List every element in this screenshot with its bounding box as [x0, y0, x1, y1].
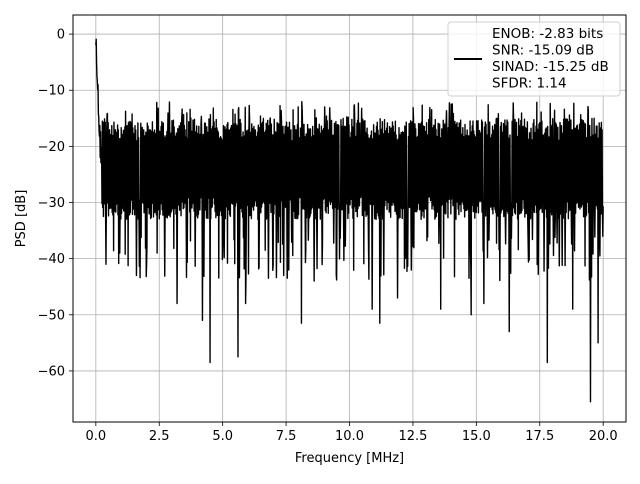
x-tick-label: 15.0: [462, 429, 491, 444]
y-tick-label: −30: [38, 196, 65, 211]
x-tick-label: 17.5: [525, 429, 554, 444]
y-axis-ticks: 0 −10 −20 −30 −40 −50 −60: [38, 28, 73, 379]
legend: ENOB: -2.83 bits SNR: -15.09 dB SINAD: -…: [447, 21, 621, 97]
y-tick-label: 0: [57, 28, 65, 43]
x-tick-label: 10.0: [335, 429, 364, 444]
x-tick-label: 0.0: [85, 429, 106, 444]
y-tick-label: −60: [38, 364, 65, 379]
x-tick-label: 2.5: [149, 429, 170, 444]
x-axis-label: Frequency [MHz]: [295, 451, 404, 466]
y-tick-label: −50: [38, 308, 65, 323]
legend-enob-text: ENOB: -2.83 bits: [492, 26, 603, 42]
psd-series-line: [95, 38, 604, 403]
x-axis-ticks: 0.0 2.5 5.0 7.5 10.0 12.5 15.0 17.5 20.0: [85, 422, 618, 444]
y-tick-label: −20: [38, 140, 65, 155]
x-tick-label: 5.0: [212, 429, 233, 444]
legend-sinad-text: SINAD: -15.25 dB: [492, 59, 609, 75]
y-axis-label: PSD [dB]: [14, 190, 29, 248]
legend-snr-text: SNR: -15.09 dB: [492, 43, 594, 59]
x-tick-label: 20.0: [589, 429, 618, 444]
legend-sfdr-text: SFDR: 1.14: [492, 76, 567, 92]
legend-box: [447, 21, 621, 97]
y-tick-label: −40: [38, 252, 65, 267]
plot-area: [95, 38, 604, 403]
x-tick-label: 12.5: [398, 429, 427, 444]
x-tick-label: 7.5: [276, 429, 297, 444]
y-tick-label: −10: [38, 84, 65, 99]
